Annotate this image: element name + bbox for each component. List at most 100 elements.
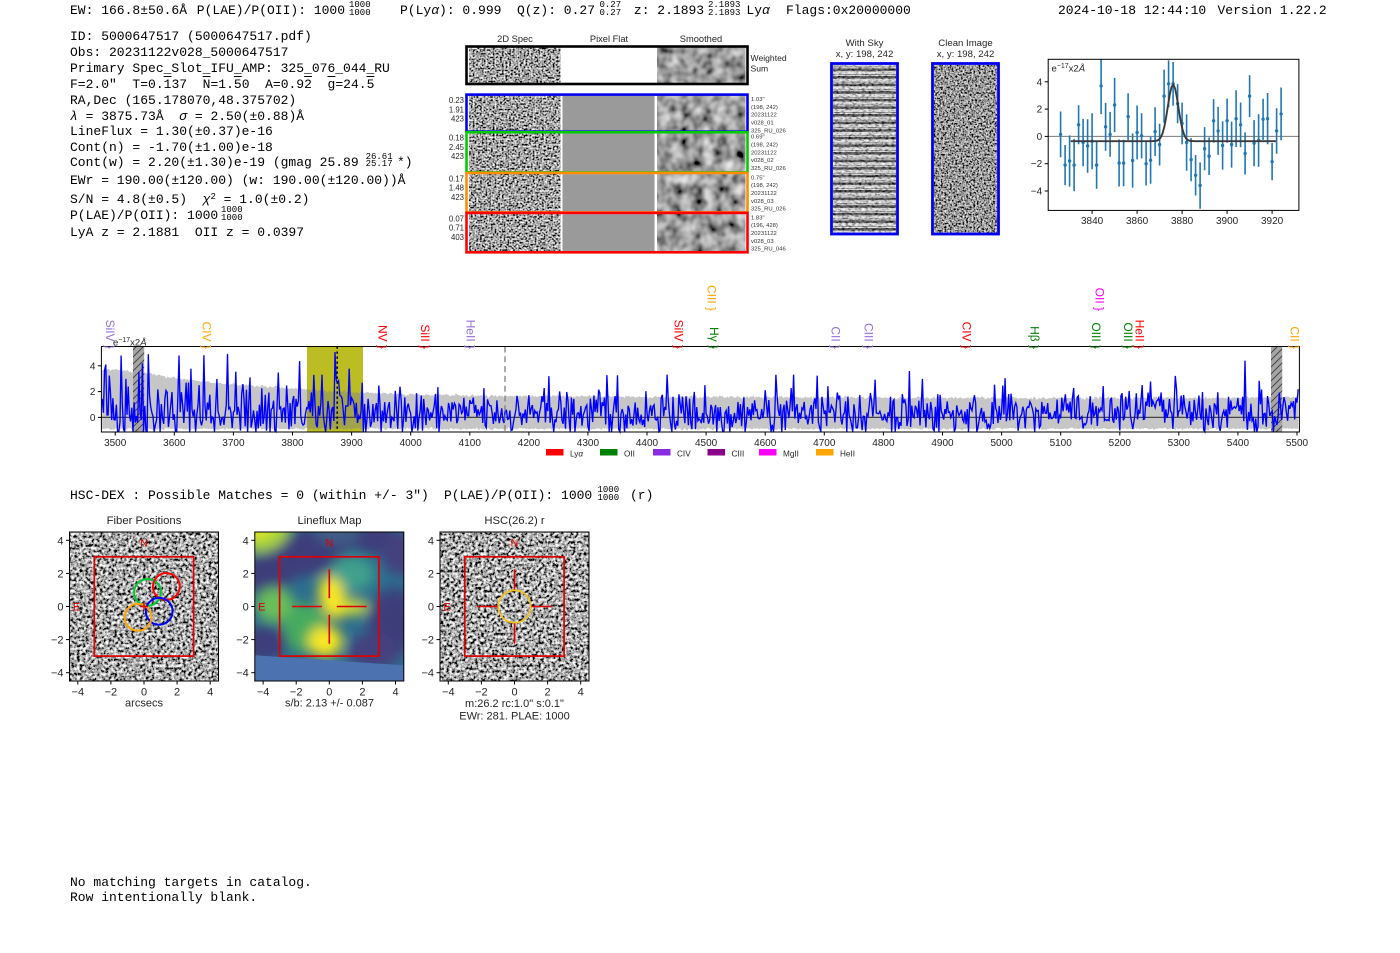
svg-text:Hγ }: Hγ }	[707, 327, 721, 349]
svg-text:N: N	[140, 538, 148, 550]
svg-text:−4: −4	[442, 687, 455, 699]
svg-text:s/b: 2.13 +/- 0.087: s/b: 2.13 +/- 0.087	[285, 698, 374, 710]
svg-text:4300: 4300	[577, 438, 600, 449]
svg-text:(198, 242): (198, 242)	[751, 143, 778, 149]
svg-text:arcsecs: arcsecs	[125, 698, 163, 710]
svg-text:0: 0	[90, 413, 96, 424]
svg-text:CIII }: CIII }	[862, 323, 876, 349]
svg-text:N: N	[511, 538, 519, 550]
svg-text:5500: 5500	[1286, 438, 1309, 449]
svg-text:MgII: MgII	[783, 450, 799, 459]
svg-text:4: 4	[57, 535, 63, 547]
svg-text:3900: 3900	[340, 438, 363, 449]
svg-text:20231122: 20231122	[751, 150, 777, 156]
svg-text:SiIV }: SiIV }	[672, 320, 686, 349]
svg-text:2D Spec: 2D Spec	[497, 34, 533, 44]
svg-text:Pixel Flat: Pixel Flat	[590, 34, 629, 44]
svg-text:423: 423	[451, 152, 464, 161]
svg-text:Weighted: Weighted	[751, 53, 787, 63]
svg-text:−4: −4	[421, 668, 434, 680]
svg-text:2.45: 2.45	[449, 143, 465, 152]
svg-text:With Sky: With Sky	[846, 38, 884, 49]
svg-text:−4: −4	[236, 668, 249, 680]
svg-text:Fiber Positions: Fiber Positions	[107, 515, 182, 527]
svg-text:E: E	[258, 602, 265, 614]
svg-text:Smoothed: Smoothed	[680, 34, 722, 44]
svg-text:4400: 4400	[636, 438, 659, 449]
svg-text:403: 403	[451, 233, 464, 242]
svg-text:EWr: 281. PLAE: 1000: EWr: 281. PLAE: 1000	[459, 711, 569, 723]
svg-text:HeII: HeII	[840, 450, 855, 459]
svg-text:−2: −2	[236, 635, 249, 647]
svg-text:x, y: 198, 242: x, y: 198, 242	[836, 49, 894, 60]
svg-text:v028_03: v028_03	[751, 199, 774, 205]
svg-text:4: 4	[392, 687, 398, 699]
svg-text:325_RU_026: 325_RU_026	[751, 207, 786, 213]
svg-text:−2: −2	[475, 687, 488, 699]
svg-text:CII }: CII }	[829, 326, 843, 349]
svg-text:4100: 4100	[459, 438, 482, 449]
svg-text:3800: 3800	[281, 438, 304, 449]
svg-text:4: 4	[428, 535, 434, 547]
svg-text:−4: −4	[257, 687, 270, 699]
svg-text:−2: −2	[290, 687, 303, 699]
svg-text:2: 2	[243, 568, 249, 580]
svg-text:4900: 4900	[931, 438, 954, 449]
svg-text:3600: 3600	[163, 438, 186, 449]
svg-text:HeII }: HeII }	[1133, 320, 1147, 349]
svg-text:(198, 242): (198, 242)	[751, 183, 778, 189]
svg-text:20231122: 20231122	[751, 113, 777, 119]
svg-text:2: 2	[428, 568, 434, 580]
svg-text:(198, 242): (198, 242)	[751, 105, 778, 111]
svg-text:4700: 4700	[813, 438, 836, 449]
svg-text:1.48: 1.48	[449, 184, 464, 193]
svg-text:423: 423	[451, 115, 464, 124]
svg-text:1.03": 1.03"	[751, 97, 765, 103]
svg-text:4: 4	[1037, 77, 1043, 88]
svg-text:325_RU_046: 325_RU_046	[751, 247, 786, 253]
svg-text:Sum: Sum	[751, 64, 769, 74]
svg-text:0: 0	[141, 687, 147, 699]
svg-text:4: 4	[243, 535, 249, 547]
svg-text:4: 4	[207, 687, 213, 699]
svg-text:2: 2	[1037, 105, 1043, 116]
svg-text:2: 2	[57, 568, 63, 580]
svg-text:4500: 4500	[695, 438, 718, 449]
svg-text:SiIV }: SiIV }	[103, 320, 117, 349]
svg-text:1.83": 1.83"	[751, 215, 765, 221]
svg-text:20231122: 20231122	[751, 191, 777, 197]
svg-text:−2: −2	[421, 635, 434, 647]
svg-text:m:26.2 rc:1.0" s:0.1": m:26.2 rc:1.0" s:0.1"	[465, 698, 564, 710]
svg-text:0.07: 0.07	[449, 214, 464, 223]
svg-text:5400: 5400	[1227, 438, 1250, 449]
svg-text:5000: 5000	[990, 438, 1013, 449]
svg-text:CIII }: CIII }	[705, 285, 719, 311]
svg-text:Lyα: Lyα	[570, 450, 583, 459]
svg-text:3840: 3840	[1081, 216, 1104, 227]
svg-text:2: 2	[359, 687, 365, 699]
svg-text:0: 0	[511, 687, 517, 699]
svg-text:−2: −2	[51, 635, 64, 647]
svg-text:5200: 5200	[1109, 438, 1132, 449]
svg-text:0.75": 0.75"	[751, 175, 765, 181]
svg-text:v028_03: v028_03	[751, 239, 774, 245]
svg-text:3880: 3880	[1171, 216, 1194, 227]
svg-text:20231122: 20231122	[751, 231, 777, 237]
svg-text:3920: 3920	[1261, 216, 1284, 227]
svg-text:OIII }: OIII }	[1089, 322, 1103, 349]
svg-text:0.71: 0.71	[449, 224, 464, 233]
svg-text:4800: 4800	[872, 438, 895, 449]
svg-text:−2: −2	[1031, 159, 1043, 170]
svg-text:HeII }: HeII }	[464, 320, 478, 349]
svg-text:−2: −2	[105, 687, 118, 699]
svg-text:0.18: 0.18	[449, 134, 464, 143]
svg-text:5100: 5100	[1050, 438, 1073, 449]
svg-text:0.69": 0.69"	[751, 135, 765, 141]
svg-text:v028_02: v028_02	[751, 158, 774, 164]
svg-text:4200: 4200	[518, 438, 541, 449]
svg-text:N: N	[325, 538, 333, 550]
svg-text:3900: 3900	[1216, 216, 1239, 227]
svg-text:0: 0	[243, 602, 249, 614]
svg-text:CIII: CIII	[732, 450, 745, 459]
svg-text:OII }: OII }	[1093, 288, 1107, 311]
